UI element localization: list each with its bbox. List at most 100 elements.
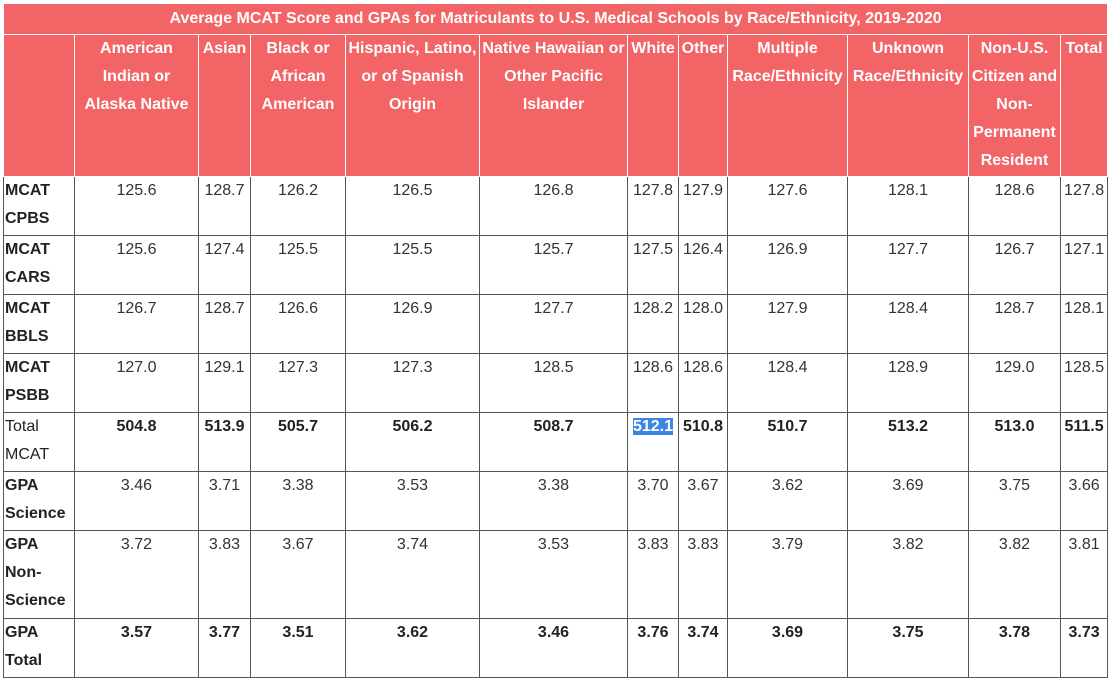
cell: 128.0	[678, 294, 728, 354]
column-header: White	[627, 34, 679, 177]
cell: 127.9	[678, 176, 728, 236]
cell: 3.67	[250, 530, 346, 619]
cell: 126.5	[345, 176, 480, 236]
table-row: MCAT PSBB 127.0 129.1 127.3 127.3 128.5 128.6 1…	[3, 353, 1109, 413]
cell: 126.8	[479, 176, 628, 236]
table-title: Average MCAT Score and GPAs for Matricul…	[2, 3, 1109, 35]
cell: 3.51	[250, 618, 346, 678]
cell: 3.74	[345, 530, 480, 619]
table-row: GPA Non-Science 3.72 3.83 3.67 3.74 3.53 3.83 3…	[3, 530, 1109, 619]
cell: 125.5	[345, 235, 480, 295]
cell: 3.46	[479, 618, 628, 678]
row-label: GPA Total	[3, 618, 75, 678]
row-label: MCAT CPBS	[3, 176, 75, 236]
cell: 3.81	[1059, 530, 1109, 619]
cell: 128.9	[847, 353, 969, 413]
cell: 3.69	[727, 618, 848, 678]
row-label: GPA Non-Science	[3, 530, 75, 619]
cell: 508.7	[479, 412, 628, 472]
cell: 129.0	[968, 353, 1061, 413]
cell: 506.2	[345, 412, 480, 472]
column-header: Native Hawaiian or Other Pacific Islande…	[479, 34, 628, 177]
cell: 504.8	[74, 412, 199, 472]
row-label: Total MCAT	[3, 412, 75, 472]
cell: 128.6	[678, 353, 728, 413]
cell: 3.38	[479, 471, 628, 531]
cell: 128.4	[847, 294, 969, 354]
cell: 127.8	[627, 176, 679, 236]
cell: 125.5	[250, 235, 346, 295]
cell: 127.9	[727, 294, 848, 354]
cell: 128.1	[1059, 294, 1109, 354]
cell: 510.7	[727, 412, 848, 472]
table-row: MCAT BBLS 126.7 128.7 126.6 126.9 127.7 128.2 1…	[3, 294, 1109, 354]
column-header: Asian	[198, 34, 251, 177]
table-row: Total MCAT 504.8 513.9 505.7 506.2 508.7 512.1…	[3, 412, 1109, 472]
cell: 3.53	[479, 530, 628, 619]
table-row: MCAT CARS 125.6 127.4 125.5 125.5 125.7 127.5 1…	[3, 235, 1109, 295]
cell: 512.1	[627, 412, 679, 472]
column-header: Hispanic, Latino, or of Spanish Origin	[345, 34, 480, 177]
row-label: MCAT PSBB	[3, 353, 75, 413]
cell: 126.2	[250, 176, 346, 236]
cell: 126.6	[250, 294, 346, 354]
cell: 3.62	[345, 618, 480, 678]
cell: 3.79	[727, 530, 848, 619]
cell: 127.3	[345, 353, 480, 413]
cell: 3.71	[198, 471, 251, 531]
cell: 125.6	[74, 235, 199, 295]
cell: 129.1	[198, 353, 251, 413]
cell: 128.7	[198, 176, 251, 236]
column-header: Unknown Race/Ethnicity	[847, 34, 969, 177]
cell: 511.5	[1059, 412, 1109, 472]
column-header: Total	[1059, 34, 1109, 177]
cell: 128.5	[479, 353, 628, 413]
cell: 513.9	[198, 412, 251, 472]
cell: 126.4	[678, 235, 728, 295]
cell: 127.4	[198, 235, 251, 295]
column-header: Other	[678, 34, 728, 177]
cell: 128.6	[968, 176, 1061, 236]
corner-cell	[3, 34, 75, 177]
cell: 127.8	[1059, 176, 1109, 236]
cell: 128.7	[968, 294, 1061, 354]
row-label: GPA Science	[3, 471, 75, 531]
cell: 3.69	[847, 471, 969, 531]
table-row: GPA Science 3.46 3.71 3.38 3.53 3.38 3.70 3.67 3…	[3, 471, 1109, 531]
cell: 126.7	[74, 294, 199, 354]
cell: 3.83	[678, 530, 728, 619]
cell: 3.38	[250, 471, 346, 531]
cell: 3.46	[74, 471, 199, 531]
cell: 127.7	[479, 294, 628, 354]
cell: 3.82	[968, 530, 1061, 619]
cell: 3.57	[74, 618, 199, 678]
column-header: American Indian or Alaska Native	[74, 34, 199, 177]
cell: 505.7	[250, 412, 346, 472]
cell: 128.5	[1059, 353, 1109, 413]
cell: 3.62	[727, 471, 848, 531]
cell: 3.75	[968, 471, 1061, 531]
row-label: MCAT BBLS	[3, 294, 75, 354]
cell: 127.1	[1059, 235, 1109, 295]
cell: 3.74	[678, 618, 728, 678]
row-label: MCAT CARS	[3, 235, 75, 295]
cell: 3.73	[1059, 618, 1109, 678]
selected-value: 512.1	[632, 418, 674, 435]
cell: 127.3	[250, 353, 346, 413]
cell: 126.7	[968, 235, 1061, 295]
cell: 3.77	[198, 618, 251, 678]
cell: 126.9	[345, 294, 480, 354]
cell: 3.76	[627, 618, 679, 678]
cell: 510.8	[678, 412, 728, 472]
table-row: GPA Total 3.57 3.77 3.51 3.62 3.46 3.76 3.74 3.6…	[3, 618, 1109, 678]
table-row: MCAT CPBS 125.6 128.7 126.2 126.5 126.8 127.8 1…	[3, 176, 1109, 236]
cell: 3.66	[1059, 471, 1109, 531]
cell: 128.7	[198, 294, 251, 354]
cell: 513.2	[847, 412, 969, 472]
cell: 128.1	[847, 176, 969, 236]
cell: 127.7	[847, 235, 969, 295]
column-header: Non-U.S. Citizen and Non-Permanent Resid…	[968, 34, 1061, 177]
cell: 3.82	[847, 530, 969, 619]
cell: 125.6	[74, 176, 199, 236]
